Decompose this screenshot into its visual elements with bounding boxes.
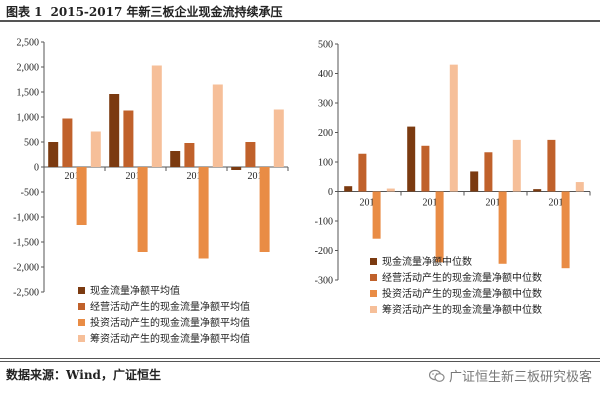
bar-mean-s1-2014 [48, 142, 59, 167]
x-category-label: 2017 [248, 171, 268, 182]
bar-mean-s4-2015 [151, 65, 162, 167]
bar-median-s2-2014 [358, 153, 367, 192]
y-tick-label: -2,500 [13, 288, 39, 299]
legend-swatch [78, 287, 85, 294]
bar-mean-s4-2017 [273, 109, 284, 167]
bar-median-s2-2015 [421, 145, 430, 192]
y-tick-label: -2,000 [13, 263, 39, 274]
y-tick-label: 0 [34, 163, 39, 174]
y-tick-label: 2,000 [17, 63, 40, 74]
figure-title: 图表 1 2015-2017 年新三板企业现金流持续承压 [6, 3, 283, 20]
bottom-rule [0, 358, 600, 359]
data-source: 数据来源：Wind，广证恒生 [6, 368, 161, 382]
bar-median-s1-2014 [344, 186, 353, 192]
y-tick-label: 1,500 [17, 88, 40, 99]
wechat-icon [428, 369, 445, 382]
legend-swatch [78, 319, 85, 326]
legend-label: 现金流量净额中位数 [382, 255, 472, 268]
top-rule [0, 20, 600, 22]
bar-mean-s4-2016 [212, 84, 223, 167]
bar-mean-s1-2017 [231, 167, 242, 170]
y-tick-label: 400 [318, 69, 333, 80]
bar-mean-s3-2017 [259, 167, 270, 252]
legend-swatch [370, 290, 377, 297]
bar-median-s2-2016 [484, 152, 493, 192]
legend-label: 经营活动产生的现金流量净额平均值 [90, 300, 250, 313]
legend-label: 筹资活动产生的现金流量净额中位数 [382, 303, 542, 316]
bar-median-s4-2015 [449, 64, 458, 192]
y-tick-label: 2,500 [17, 38, 40, 49]
figure-label: 图表 1 [6, 5, 43, 19]
bar-median-s1-2015 [407, 126, 416, 192]
bar-median-s3-2017 [561, 191, 570, 269]
x-category-label: 2014 [65, 171, 85, 182]
left-bar-chart: 2,500 2,000 1,500 1,000 500 0 -500 -1,000 -1,500… [13, 38, 289, 345]
legend-label: 经营活动产生的现金流量净额中位数 [382, 271, 542, 284]
bar-mean-s1-2016 [170, 151, 181, 167]
legend-swatch [78, 335, 85, 342]
bar-median-s4-2014 [386, 188, 395, 192]
bar-median-s2-2017 [547, 139, 556, 192]
y-tick-label: -300 [315, 276, 333, 287]
x-category-label: 2016 [486, 198, 506, 209]
y-tick-label: 100 [318, 158, 333, 169]
legend-swatch [370, 258, 377, 265]
bar-mean-s2-2016 [184, 143, 195, 167]
y-tick-label: -500 [21, 188, 39, 199]
watermark-text: 广证恒生新三板研究极客 [448, 370, 592, 385]
figure-title-text: 2015-2017 年新三板企业现金流持续承压 [50, 5, 283, 19]
bar-mean-s2-2015 [123, 110, 134, 167]
bar-median-s3-2016 [498, 191, 507, 264]
x-category-label: 2017 [549, 198, 569, 209]
y-tick-label: 200 [318, 128, 333, 139]
bar-median-s4-2016 [512, 139, 521, 192]
right-bar-chart: 500 400 300 200 100 0 -100 -200 -300 2014 2015 2016… [315, 40, 591, 316]
legend-label: 现金流量净额平均值 [90, 284, 180, 297]
y-tick-label: -100 [315, 217, 333, 228]
legend-swatch [370, 274, 377, 281]
bar-mean-s3-2014 [76, 167, 87, 225]
bar-mean-s2-2014 [62, 118, 73, 167]
bar-mean-s4-2014 [90, 131, 101, 167]
y-tick-label: 300 [318, 99, 333, 110]
x-category-label: 2016 [187, 171, 207, 182]
bar-median-s1-2016 [470, 171, 479, 192]
y-tick-label: 1,000 [17, 113, 40, 124]
bar-median-s4-2017 [575, 182, 584, 192]
bar-median-s3-2015 [435, 191, 444, 263]
bar-median-s3-2014 [372, 191, 381, 239]
bottom-rule-2 [0, 361, 600, 362]
y-tick-label: -1,500 [13, 238, 39, 249]
y-tick-label: 0 [328, 187, 333, 198]
legend-swatch [78, 303, 85, 310]
bar-mean-s3-2016 [198, 167, 209, 259]
y-tick-label: -200 [315, 246, 333, 257]
x-category-label: 2015 [423, 198, 443, 209]
y-tick-label: -1,000 [13, 213, 39, 224]
bar-mean-s2-2017 [245, 142, 256, 167]
x-category-label: 2014 [360, 198, 380, 209]
legend-label: 筹资活动产生的现金流量净额平均值 [90, 332, 250, 345]
y-tick-label: 500 [318, 40, 333, 51]
legend-label: 投资活动产生的现金流量净额平均值 [90, 316, 250, 329]
watermark: 广证恒生新三板研究极客 [428, 366, 592, 385]
bar-mean-s1-2015 [109, 94, 120, 167]
bar-median-s1-2017 [533, 189, 542, 192]
y-tick-label: 500 [24, 138, 39, 149]
x-category-label: 2015 [126, 171, 146, 182]
legend-label: 投资活动产生的现金流量净额中位数 [382, 287, 542, 300]
bar-mean-s3-2015 [137, 167, 148, 252]
legend-swatch [370, 306, 377, 313]
